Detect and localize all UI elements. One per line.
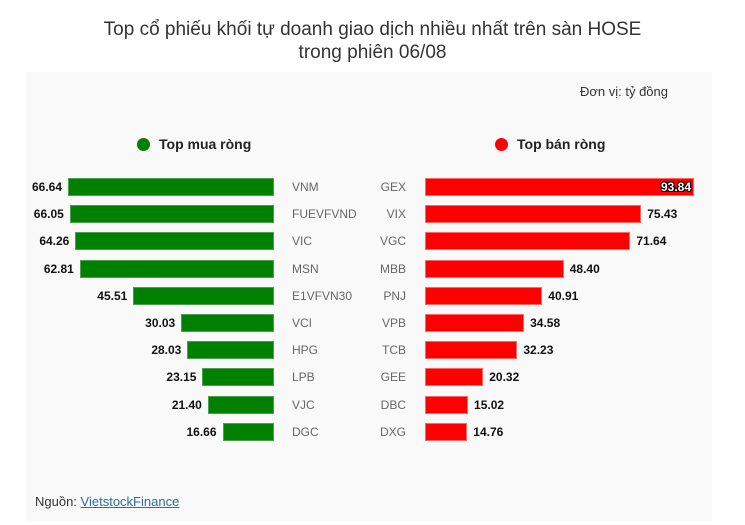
buy-bar-ticker: VCI	[292, 316, 313, 330]
buy-bar-row[interactable]: 30.03 VCI	[26, 313, 366, 333]
buy-bar-row[interactable]: 45.51 E1VFVN30	[26, 286, 366, 306]
buy-bar-ticker: VJC	[292, 397, 315, 412]
sell-bar[interactable]	[425, 286, 543, 305]
buy-bar-ticker: HPG	[292, 343, 319, 358]
buy-bar-row[interactable]: 23.15 LPB	[26, 367, 366, 387]
buy-bar-ticker: VIC	[292, 234, 313, 249]
buy-bar-row[interactable]: 62.81 MSN	[26, 259, 366, 279]
buy-bar[interactable]	[133, 286, 274, 305]
buy-bar-row[interactable]: 28.03 HPG	[26, 340, 366, 360]
legend-buy-label: Top mua ròng	[159, 136, 252, 152]
sell-bar-ticker: VIX	[386, 207, 406, 222]
sell-bar[interactable]	[425, 395, 469, 414]
buy-bar[interactable]	[181, 314, 274, 332]
sell-bar-value: 71.64	[636, 234, 667, 249]
sell-bar[interactable]	[425, 368, 484, 387]
buy-bar[interactable]	[68, 178, 274, 196]
chart-title-line2: trong phiên 06/08	[298, 42, 447, 63]
buy-bar-row[interactable]: 66.64 VNM	[26, 177, 366, 197]
buy-bar-value: 66.64	[31, 180, 62, 194]
buy-bar-ticker: DGC	[292, 424, 319, 439]
buy-bar[interactable]	[187, 341, 274, 360]
sell-bar-ticker: MBB	[379, 261, 406, 276]
buy-bar-ticker: VNM	[292, 180, 319, 194]
sell-bar-ticker: TCB	[382, 343, 406, 358]
unit-label: Đơn vị: tỷ đồng	[579, 84, 668, 99]
buy-bar-value: 28.03	[151, 343, 182, 358]
sell-bar-row[interactable]: GEE 20.32	[26, 367, 712, 387]
source-note: Nguồn: VietstockFinance	[35, 494, 179, 509]
sell-bar[interactable]	[425, 341, 518, 360]
buy-bar-value: 66.05	[33, 207, 64, 222]
buy-bar-row[interactable]: 64.26 VIC	[26, 231, 366, 251]
sell-bar-value: 32.23	[523, 343, 554, 358]
buy-bar-ticker: FUEVFVND	[292, 207, 357, 222]
buy-bar[interactable]	[75, 232, 274, 251]
buy-bar[interactable]	[79, 259, 274, 278]
buy-bar-row[interactable]: 66.05 FUEVFVND	[26, 204, 366, 224]
sell-bar-ticker: VPB	[381, 316, 406, 330]
sell-bar-value: 20.32	[489, 370, 520, 385]
sell-bar-value: 48.40	[569, 261, 600, 276]
legend-sell[interactable]: Top bán ròng	[495, 136, 605, 152]
sell-bar-row[interactable]: GEX 93.84	[26, 177, 712, 197]
sell-bar-value: 15.02	[474, 397, 505, 412]
sell-bar-ticker: VGC	[379, 234, 406, 249]
buy-bar-value: 16.66	[186, 424, 217, 439]
source-prefix: Nguồn:	[35, 494, 81, 509]
sell-bar[interactable]	[425, 259, 564, 278]
sell-bar-row[interactable]: VGC 71.64	[26, 231, 712, 251]
sell-bar-value: 75.43	[647, 207, 678, 222]
sell-bar[interactable]	[425, 314, 525, 332]
chart-panel: Đơn vị: tỷ đồng Top mua ròng Top bán ròn…	[26, 72, 712, 521]
sell-bar-row[interactable]: TCB 32.23	[26, 340, 712, 360]
sell-bar-ticker: DBC	[380, 397, 406, 412]
sell-bar-ticker: DXG	[379, 424, 406, 439]
sell-bar[interactable]	[425, 422, 468, 441]
sell-bar[interactable]	[425, 232, 631, 251]
buy-bar-ticker: MSN	[292, 261, 319, 276]
sell-bar-row[interactable]: PNJ 40.91	[26, 286, 712, 306]
legend-buy[interactable]: Top mua ròng	[137, 136, 251, 152]
chart-title-line1: Top cổ phiếu khối tự doanh giao dịch nhi…	[103, 19, 642, 40]
sell-bar-ticker: PNJ	[383, 288, 406, 303]
buy-bar-value: 62.81	[43, 261, 74, 276]
sell-bar-value: 40.91	[548, 288, 579, 303]
buy-bar-value: 45.51	[97, 288, 128, 303]
legend-dot-sell-icon	[495, 137, 508, 151]
sell-bar[interactable]	[425, 178, 694, 196]
buy-bar-value: 64.26	[39, 234, 70, 249]
sell-bar-value: 14.76	[473, 424, 504, 439]
buy-bar-value: 30.03	[145, 316, 176, 330]
legend-dot-buy-icon	[137, 137, 150, 151]
source-link[interactable]: VietstockFinance	[80, 494, 180, 509]
buy-bar-value: 23.15	[166, 370, 197, 385]
buy-bar-ticker: LPB	[292, 370, 315, 385]
buy-bar[interactable]	[202, 368, 274, 387]
sell-bar-value: 34.58	[530, 316, 561, 330]
sell-bar[interactable]	[425, 205, 642, 224]
sell-bar-row[interactable]: MBB 48.40	[26, 259, 712, 279]
sell-bar-row[interactable]: DBC 15.02	[26, 395, 712, 415]
buy-bar[interactable]	[207, 395, 274, 414]
buy-bar-row[interactable]: 16.66 DGC	[26, 422, 366, 442]
buy-bar-value: 21.40	[171, 397, 202, 412]
sell-bar-ticker: GEX	[380, 180, 406, 194]
sell-bar-row[interactable]: VIX 75.43	[26, 204, 712, 224]
sell-bar-row[interactable]: VPB 34.58	[26, 313, 712, 333]
buy-bar-row[interactable]: 21.40 VJC	[26, 395, 366, 415]
buy-bar[interactable]	[69, 205, 274, 224]
legend-sell-label: Top bán ròng	[517, 136, 606, 152]
sell-bar-value: 93.84	[660, 180, 691, 194]
sell-bar-row[interactable]: DXG 14.76	[26, 422, 712, 442]
buy-bar[interactable]	[222, 422, 274, 441]
sell-bar-ticker: GEE	[380, 370, 406, 385]
chart-title: Top cổ phiếu khối tự doanh giao dịch nhi…	[0, 18, 745, 64]
buy-bar-ticker: E1VFVN30	[292, 288, 353, 303]
